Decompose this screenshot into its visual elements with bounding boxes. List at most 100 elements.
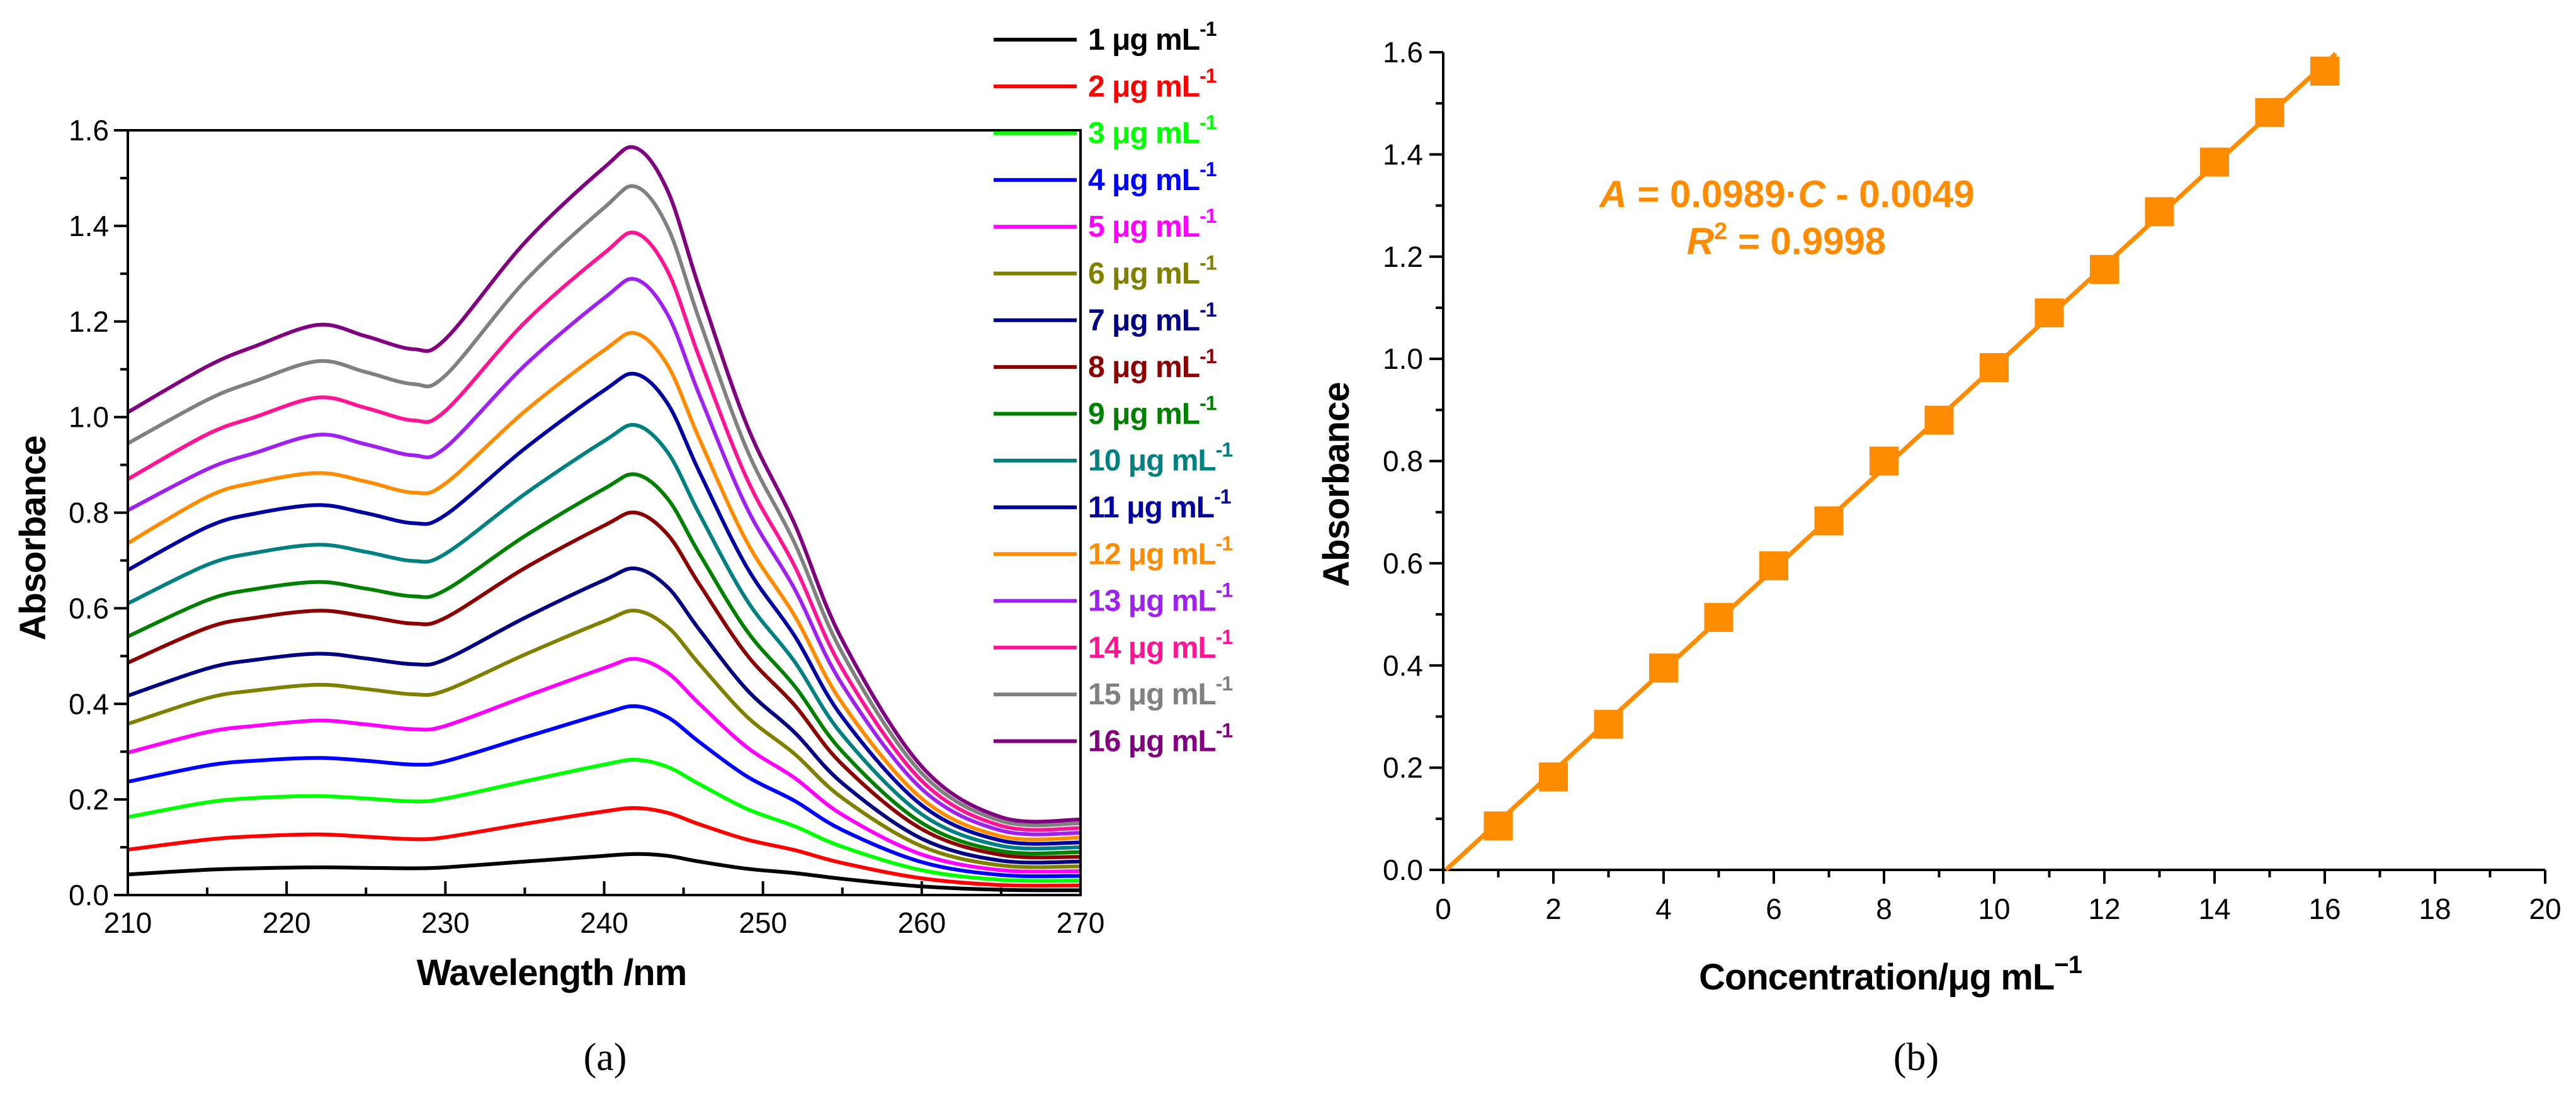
series-line-12-ug-ml: [127, 330, 1081, 842]
panel-b-x-tick-label: 4: [1655, 893, 1672, 925]
legend-label-8: 8 μg mL-1: [1088, 345, 1217, 384]
panel-b-data-point: [1924, 405, 1954, 435]
panel-b-data-point: [1980, 352, 2009, 382]
legend-label-15: 15 μg mL-1: [1088, 672, 1232, 711]
panel-b-data-point: [2145, 197, 2174, 227]
panel-b-data-point: [1649, 653, 1678, 683]
legend-label-7: 7 μg mL-1: [1088, 298, 1217, 337]
panel-b-x-tick-label: 20: [2529, 893, 2561, 925]
panel-b-data-point: [1704, 602, 1733, 632]
panel-a-y-tick-label: 0.4: [69, 687, 109, 720]
panel-a-y-tick-label: 0.6: [69, 592, 109, 624]
series-line-6-ug-ml: [127, 609, 1081, 869]
panel-b-data-point: [1814, 506, 1844, 536]
panel-b-x-tick-label: 14: [2198, 893, 2230, 925]
legend-label-14: 14 μg mL-1: [1088, 626, 1232, 665]
panel-b-data-point: [2200, 147, 2229, 177]
panel-a-y-tick-label: 0.0: [69, 879, 109, 911]
panel-b-y-tick-label: 0.4: [1383, 649, 1423, 682]
series-line-16-ug-ml: [127, 145, 1081, 824]
panel-a-spectra-chart: 210 220 230 240 250 260 270 0.0 0.2 0.4 0.6 0.8 1.0 1…: [13, 18, 1233, 1079]
panel-b-data-point: [1594, 709, 1623, 739]
series-line-14-ug-ml: [127, 230, 1081, 832]
panel-b-y-tick-label: 1.6: [1383, 36, 1423, 69]
panel-b-y-tick-label: 1.0: [1383, 342, 1423, 375]
panel-a-y-tick-label: 0.2: [69, 783, 109, 816]
series-line-7-ug-ml: [127, 566, 1081, 865]
panel-b-data-point: [2310, 57, 2339, 86]
panel-b-data-point: [2034, 298, 2064, 328]
legend-label-2: 2 μg mL-1: [1088, 64, 1217, 103]
panel-a-x-tick-label: 210: [104, 906, 152, 939]
legend-label-6: 6 μg mL-1: [1088, 252, 1217, 291]
panel-a-x-tick-label: 260: [897, 906, 946, 939]
panel-a-y-tick-label: 1.4: [69, 210, 109, 242]
panel-a-x-axis-title: Wavelength /nm: [417, 952, 687, 993]
series-line-15-ug-ml: [127, 184, 1081, 828]
legend-label-13: 13 μg mL-1: [1088, 579, 1232, 618]
panel-b-data-point: [1539, 762, 1568, 792]
panel-b-x-tick-label: 6: [1766, 893, 1782, 925]
panel-b-y-tick-label: 0.2: [1383, 752, 1423, 784]
panel-b-y-tick-label: 1.2: [1383, 240, 1423, 273]
panel-a-caption: (a): [584, 1036, 627, 1079]
panel-a-x-tick-label: 250: [739, 906, 787, 939]
series-line-10-ug-ml: [127, 422, 1081, 851]
panel-a-legend: 1 μg mL-1 2 μg mL-1 3 μg mL-1 4 μg mL-1 5 μg…: [994, 18, 1233, 758]
series-line-11-ug-ml: [127, 371, 1081, 846]
panel-a-series-group: [127, 145, 1081, 893]
panel-b-regression-equation: A = 0.0989·C - 0.0049: [1598, 173, 1974, 215]
panel-b-data-point: [2255, 98, 2284, 127]
panel-b-y-tick-label: 0.0: [1383, 854, 1423, 886]
panel-b-x-axis-title: Concentration/μg mL−1: [1699, 951, 2082, 998]
panel-a-x-tick-label: 270: [1057, 906, 1105, 939]
panel-b-points-group: [1484, 57, 2339, 841]
panel-b-caption: (b): [1893, 1036, 1939, 1079]
series-line-5-ug-ml: [127, 657, 1081, 874]
legend-label-9: 9 μg mL-1: [1088, 392, 1217, 431]
panel-a-x-tick-label: 240: [580, 906, 628, 939]
legend-label-11: 11 μg mL-1: [1088, 485, 1231, 524]
series-line-1-ug-ml: [127, 852, 1081, 893]
panel-b-x-tick-label: 10: [1978, 893, 2010, 925]
series-line-9-ug-ml: [127, 472, 1081, 855]
panel-b-data-point: [1870, 446, 1898, 476]
panel-a-y-axis-title: Absorbance: [13, 436, 54, 640]
panel-b-data-point: [2090, 255, 2119, 285]
panel-b-y-tick-label: 1.4: [1383, 138, 1423, 171]
panel-b-y-tick-label: 0.8: [1383, 445, 1423, 478]
series-line-4-ug-ml: [127, 704, 1081, 879]
panel-b-x-tick-label: 2: [1545, 893, 1562, 925]
legend-label-12: 12 μg mL-1: [1088, 532, 1232, 571]
series-line-13-ug-ml: [127, 277, 1081, 837]
panel-b-x-tick-label: 16: [2308, 893, 2341, 925]
panel-a-x-tick-label: 220: [263, 906, 311, 939]
panel-b-x-tick-label: 18: [2419, 893, 2451, 925]
legend-label-1: 1 μg mL-1: [1088, 18, 1217, 57]
legend-label-4: 4 μg mL-1: [1088, 158, 1217, 197]
panel-a-x-tick-label: 230: [421, 906, 470, 939]
series-line-2-ug-ml: [127, 806, 1081, 888]
panel-b-y-tick-label: 0.6: [1383, 547, 1423, 580]
panel-b-x-tick-label: 12: [2088, 893, 2120, 925]
panel-b-x-tick-label: 0: [1435, 893, 1451, 925]
panel-b-x-tick-label: 8: [1876, 893, 1892, 925]
legend-label-10: 10 μg mL-1: [1088, 439, 1232, 478]
panel-b-y-axis-title: Absorbance: [1316, 382, 1357, 587]
panel-b-axes: 0 2 4 6 8 10 12 14 16 18 20 0.0 0.2 0.4 0.6 0.8 1.0 1.2 1.…: [1383, 36, 2562, 925]
panel-a-y-tick-label: 0.8: [69, 497, 109, 529]
series-line-3-ug-ml: [127, 758, 1081, 883]
panel-a-y-tick-label: 1.6: [69, 114, 109, 147]
panel-a-y-tick-label: 1.0: [69, 401, 109, 434]
panel-b-calibration-chart: 0 2 4 6 8 10 12 14 16 18 20 0.0 0.2 0.4 0.6 0.8 1.0 1.2 1.…: [1316, 36, 2562, 1079]
panel-a-y-tick-label: 1.2: [69, 305, 109, 338]
panel-b-data-point: [1759, 551, 1788, 580]
legend-label-3: 3 μg mL-1: [1088, 111, 1217, 150]
legend-label-5: 5 μg mL-1: [1088, 205, 1217, 244]
panel-b-r-squared: R2 = 0.9998: [1687, 218, 1886, 262]
panel-a-axes: 210 220 230 240 250 260 270 0.0 0.2 0.4 0.6 0.8 1.0 1…: [69, 114, 1104, 939]
series-line-8-ug-ml: [127, 510, 1081, 860]
panel-b-data-point: [1484, 811, 1513, 841]
legend-label-16: 16 μg mL-1: [1088, 719, 1232, 758]
